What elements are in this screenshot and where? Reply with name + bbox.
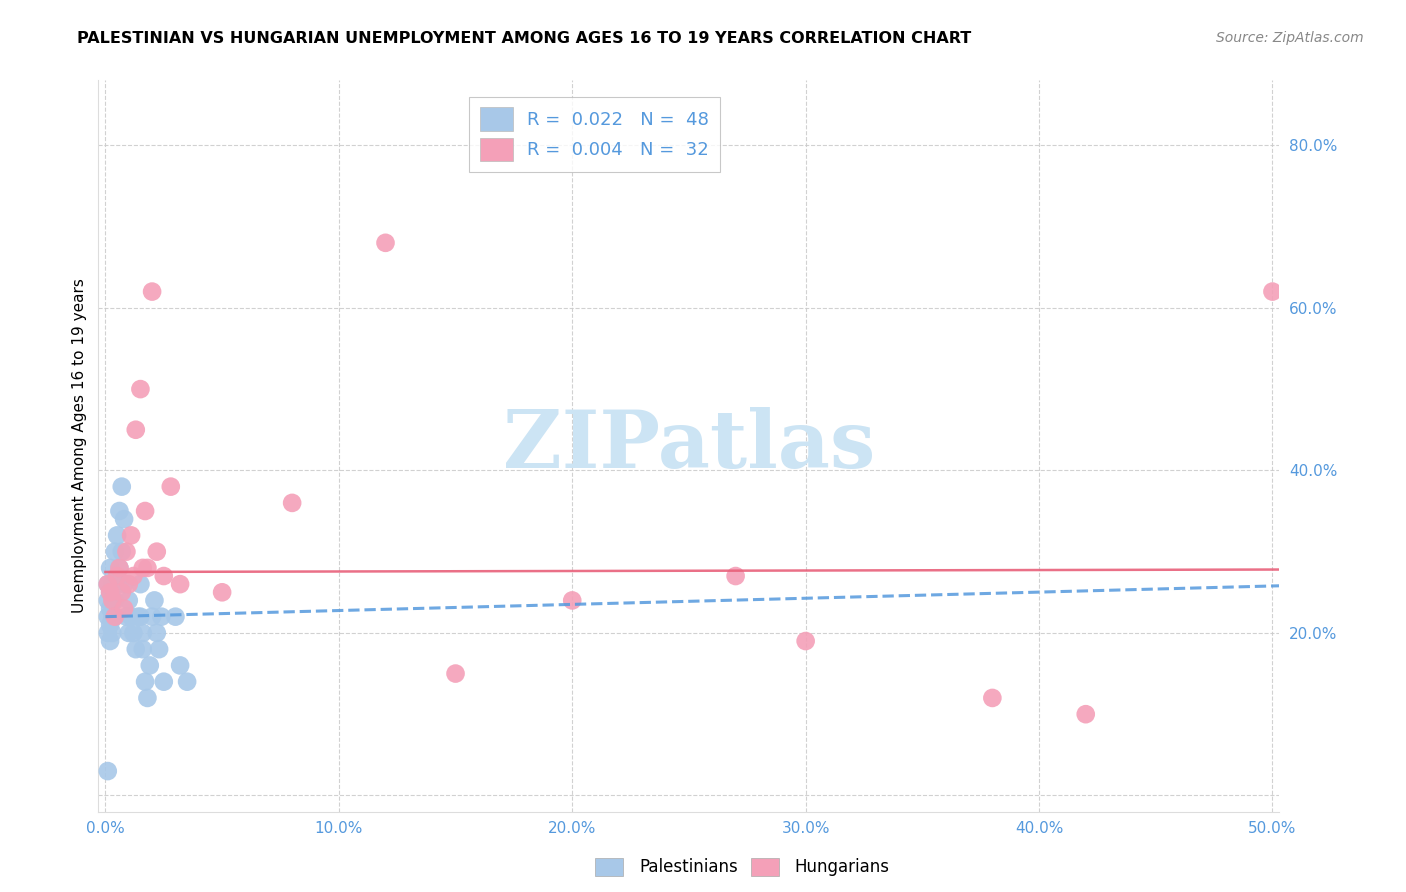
- Point: [561, 593, 583, 607]
- Y-axis label: Unemployment Among Ages 16 to 19 years: Unemployment Among Ages 16 to 19 years: [72, 278, 87, 614]
- Point: [98, 617, 121, 632]
- Point: [111, 585, 134, 599]
- Point: [1261, 285, 1284, 299]
- Point: [104, 593, 127, 607]
- Point: [98, 601, 121, 615]
- Point: [127, 609, 149, 624]
- Point: [118, 593, 141, 607]
- Point: [981, 690, 1004, 705]
- Text: Source: ZipAtlas.com: Source: ZipAtlas.com: [1216, 31, 1364, 45]
- Point: [120, 528, 142, 542]
- Point: [143, 593, 166, 607]
- Point: [724, 569, 747, 583]
- Point: [111, 544, 134, 558]
- Point: [125, 642, 148, 657]
- Point: [111, 480, 134, 494]
- Point: [112, 601, 135, 615]
- Text: Hungarians: Hungarians: [794, 858, 890, 876]
- Point: [136, 690, 159, 705]
- Point: [132, 642, 155, 657]
- Point: [97, 577, 120, 591]
- Point: [101, 577, 124, 591]
- Point: [118, 626, 141, 640]
- Point: [97, 577, 120, 591]
- Point: [112, 512, 135, 526]
- Point: [101, 626, 124, 640]
- Point: [129, 382, 152, 396]
- Point: [118, 577, 141, 591]
- Point: [169, 658, 191, 673]
- Point: [129, 577, 152, 591]
- Text: ZIPatlas: ZIPatlas: [503, 407, 875, 485]
- Point: [97, 593, 120, 607]
- Point: [97, 626, 120, 640]
- Point: [105, 577, 128, 591]
- Point: [108, 504, 131, 518]
- Point: [129, 609, 152, 624]
- Point: [125, 423, 148, 437]
- Point: [281, 496, 304, 510]
- Point: [176, 674, 198, 689]
- Point: [105, 528, 128, 542]
- Point: [136, 561, 159, 575]
- Point: [1074, 707, 1097, 722]
- Point: [112, 577, 135, 591]
- Point: [98, 634, 121, 648]
- Point: [141, 285, 163, 299]
- Point: [101, 593, 124, 607]
- Point: [139, 658, 162, 673]
- Point: [98, 585, 121, 599]
- Point: [101, 609, 124, 624]
- Point: [146, 626, 169, 640]
- Point: [108, 561, 131, 575]
- Point: [211, 585, 233, 599]
- Point: [134, 504, 156, 518]
- Point: [141, 609, 163, 624]
- Point: [104, 544, 127, 558]
- Point: [101, 593, 124, 607]
- Point: [132, 561, 155, 575]
- Text: Palestinians: Palestinians: [640, 858, 738, 876]
- Text: PALESTINIAN VS HUNGARIAN UNEMPLOYMENT AMONG AGES 16 TO 19 YEARS CORRELATION CHAR: PALESTINIAN VS HUNGARIAN UNEMPLOYMENT AM…: [77, 31, 972, 46]
- Point: [148, 642, 170, 657]
- Point: [132, 626, 155, 640]
- Point: [120, 609, 142, 624]
- Point: [122, 569, 145, 583]
- Point: [105, 569, 128, 583]
- Point: [150, 609, 173, 624]
- Point: [122, 626, 145, 640]
- Point: [146, 544, 169, 558]
- Point: [97, 609, 120, 624]
- Legend: R =  0.022   N =  48, R =  0.004   N =  32: R = 0.022 N = 48, R = 0.004 N = 32: [470, 96, 720, 172]
- Point: [152, 569, 174, 583]
- Point: [104, 609, 127, 624]
- Point: [374, 235, 396, 250]
- Point: [134, 674, 156, 689]
- Point: [97, 764, 120, 778]
- Point: [108, 561, 131, 575]
- Point: [794, 634, 817, 648]
- Point: [152, 674, 174, 689]
- Point: [115, 609, 138, 624]
- Point: [104, 609, 127, 624]
- Point: [115, 544, 138, 558]
- Point: [165, 609, 187, 624]
- Point: [98, 585, 121, 599]
- Point: [159, 480, 181, 494]
- Point: [169, 577, 191, 591]
- Point: [98, 561, 121, 575]
- Point: [444, 666, 467, 681]
